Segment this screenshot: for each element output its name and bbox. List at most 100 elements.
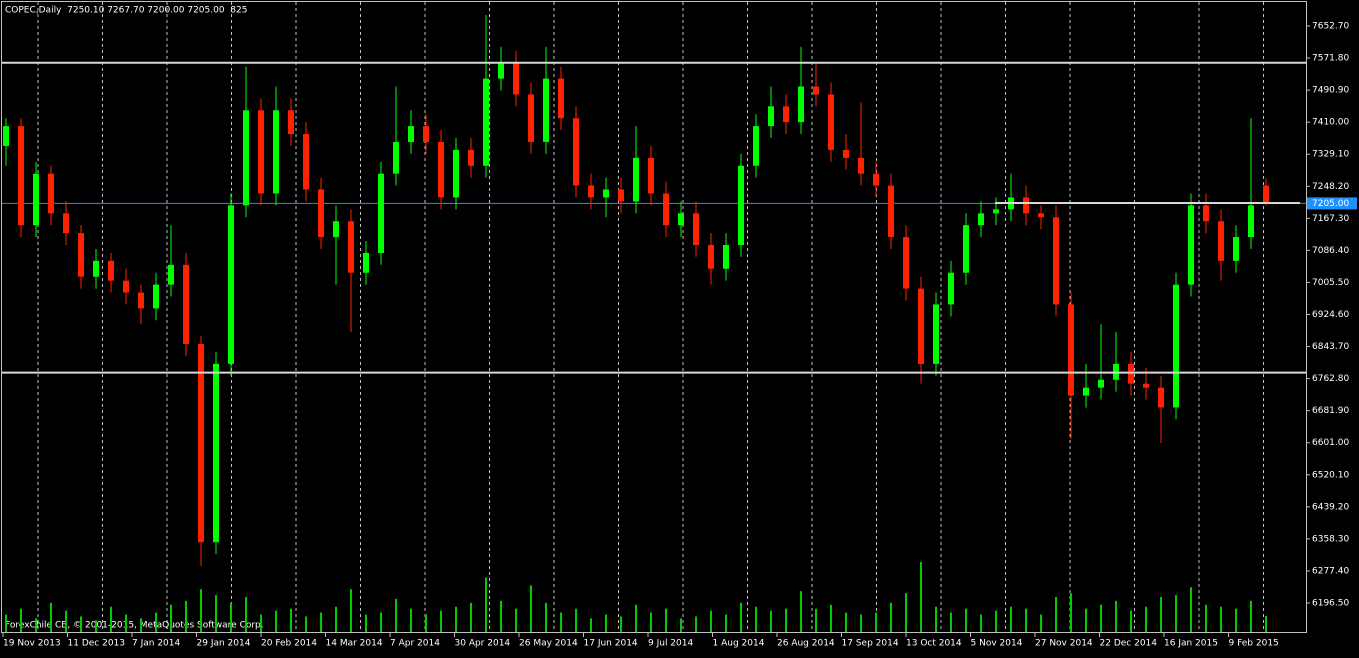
y-tick-label: 7410.00: [1312, 118, 1349, 128]
candle-body: [1233, 237, 1239, 261]
x-tick-label: 17 Sep 2014: [842, 639, 899, 649]
candle-body: [153, 284, 159, 309]
x-tick-label: 7 Jan 2014: [132, 639, 180, 649]
candle-body: [393, 141, 399, 174]
candle-body: [708, 244, 714, 269]
candle-body: [483, 78, 489, 166]
candle-body: [1068, 304, 1074, 396]
candle-body: [1263, 185, 1269, 204]
candle-body: [768, 106, 774, 127]
candle-body: [588, 185, 594, 198]
candle-body: [513, 62, 519, 95]
copyright: ForexChile CB, © 2001-2015, MetaQuotes S…: [5, 621, 264, 631]
candle-body: [753, 126, 759, 166]
candle-body: [18, 126, 24, 226]
candle-body: [843, 149, 849, 158]
x-tick-label: 26 May 2014: [519, 639, 578, 649]
candle-body: [183, 264, 189, 345]
x-tick-label: 1 Aug 2014: [713, 639, 765, 649]
candle-body: [933, 304, 939, 364]
x-tick-label: 22 Dec 2014: [1100, 639, 1158, 649]
candle-body: [543, 78, 549, 142]
candle-body: [348, 221, 354, 273]
y-tick-label: 7490.90: [1312, 86, 1349, 96]
candle-body: [1203, 205, 1209, 222]
y-tick-label: 6520.10: [1312, 470, 1349, 480]
y-tick-label: 6439.20: [1312, 502, 1349, 512]
candle-body: [168, 264, 174, 285]
candle-body: [438, 141, 444, 198]
candle-body: [243, 110, 249, 206]
x-tick-label: 20 Feb 2014: [261, 639, 317, 649]
y-tick-label: 7652.70: [1312, 21, 1349, 31]
y-tick-label: 7329.10: [1312, 150, 1349, 160]
candle-body: [633, 157, 639, 202]
y-tick-label: 6843.70: [1312, 342, 1349, 352]
candle-body: [258, 110, 264, 194]
candle-body: [108, 260, 114, 281]
candle-body: [138, 292, 144, 309]
candle-body: [1098, 379, 1104, 388]
y-tick-label: 7086.40: [1312, 246, 1349, 256]
candle-body: [378, 173, 384, 253]
candle-body: [573, 118, 579, 186]
candle-body: [858, 157, 864, 174]
x-tick-label: 7 Apr 2014: [390, 639, 440, 649]
x-tick-label: 16 Jan 2015: [1164, 639, 1218, 649]
x-tick-label: 9 Jul 2014: [648, 639, 693, 649]
y-tick-label: 6601.00: [1312, 438, 1349, 448]
bid-price-label: 7205.00: [1312, 199, 1349, 209]
candle-body: [303, 134, 309, 190]
x-tick-label: 26 Aug 2014: [777, 639, 835, 649]
y-tick-label: 6681.90: [1312, 406, 1349, 416]
candle-body: [978, 213, 984, 226]
y-tick-label: 7248.20: [1312, 182, 1349, 192]
candle-body: [948, 272, 954, 305]
candle-body: [288, 110, 294, 135]
x-tick-label: 17 Jun 2014: [584, 639, 638, 649]
candle-body: [198, 344, 204, 543]
x-tick-label: 5 Nov 2014: [971, 639, 1023, 649]
candle-body: [993, 209, 999, 214]
candle-body: [558, 78, 564, 119]
chart-header: COPEC,Daily 7250.10 7267.70 7200.00 7205…: [5, 6, 247, 16]
candle-body: [1083, 387, 1089, 396]
candle-body: [498, 62, 504, 79]
x-tick-label: 29 Jan 2014: [197, 639, 251, 649]
y-tick-label: 6762.80: [1312, 374, 1349, 384]
y-tick-label: 6358.30: [1312, 534, 1349, 544]
candle-body: [33, 173, 39, 226]
candle-body: [333, 221, 339, 238]
candle-body: [1188, 205, 1194, 285]
candle-body: [1158, 387, 1164, 408]
candle-body: [963, 225, 969, 273]
candle-body: [468, 149, 474, 166]
candle-body: [663, 193, 669, 226]
candle-body: [873, 173, 879, 186]
plot-frame: [1, 1, 1307, 633]
candle-body: [888, 185, 894, 238]
candle-body: [918, 288, 924, 364]
y-tick-label: 7571.80: [1312, 54, 1349, 64]
x-tick-label: 14 Mar 2014: [326, 639, 383, 649]
y-tick-label: 6924.60: [1312, 310, 1349, 320]
candle-body: [1038, 213, 1044, 218]
candle-body: [813, 86, 819, 95]
candle-body: [1143, 383, 1149, 388]
candle-body: [738, 165, 744, 245]
x-tick-label: 30 Apr 2014: [455, 639, 511, 649]
candle-body: [453, 149, 459, 198]
candle-body: [273, 110, 279, 194]
candle-body: [618, 189, 624, 202]
candle-body: [1053, 217, 1059, 305]
candle-body: [318, 189, 324, 238]
candle-body: [798, 86, 804, 123]
candle-body: [3, 126, 9, 146]
y-tick-label: 7005.50: [1312, 278, 1349, 288]
candle-body: [48, 173, 54, 214]
candle-body: [228, 205, 234, 364]
bid-price-tag: [1307, 197, 1357, 210]
candle-body: [648, 157, 654, 194]
x-tick-label: 9 Feb 2015: [1229, 639, 1279, 649]
candle-body: [423, 126, 429, 142]
